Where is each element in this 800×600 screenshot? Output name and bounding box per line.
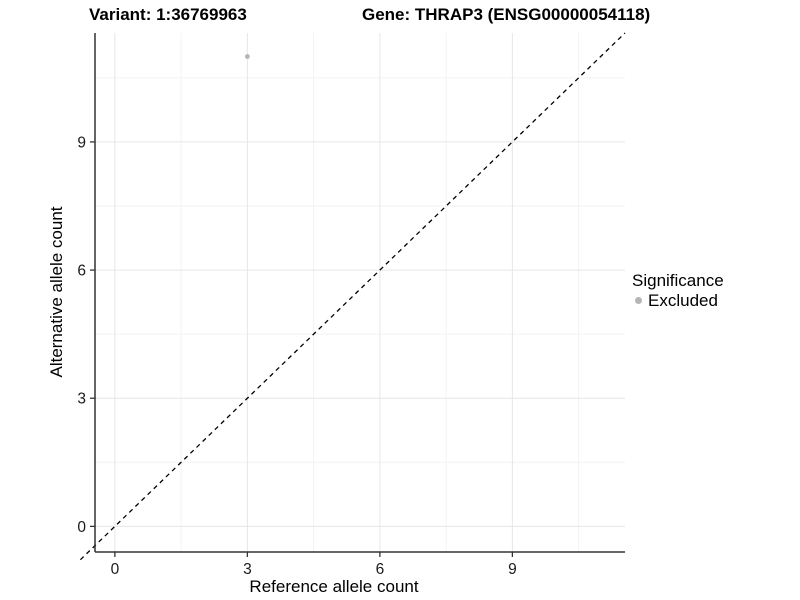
y-axis-title: Alternative allele count: [47, 206, 66, 378]
x-axis-title: Reference allele count: [249, 577, 419, 596]
legend: Significance Excluded: [632, 271, 724, 310]
legend-entry-excluded: Excluded: [632, 291, 724, 310]
data-point: [244, 54, 250, 59]
plot-title-variant: Variant: 1:36769963: [89, 5, 247, 24]
legend-point-icon: [635, 297, 642, 304]
x-tick-label: 0: [111, 561, 120, 578]
y-tick-label: 3: [77, 391, 86, 408]
legend-title: Significance: [632, 271, 724, 290]
y-tick-label: 0: [77, 519, 86, 536]
plot-title-gene: Gene: THRAP3 (ENSG00000054118): [362, 5, 651, 24]
x-tick-label: 6: [376, 561, 385, 578]
identity-dashed-line: [79, 32, 626, 561]
y-tick-label: 6: [77, 263, 86, 280]
y-tick-label: 9: [77, 134, 86, 151]
x-tick-label: 9: [508, 561, 517, 578]
x-tick-label: 3: [243, 561, 252, 578]
legend-entry-label: Excluded: [648, 291, 718, 310]
